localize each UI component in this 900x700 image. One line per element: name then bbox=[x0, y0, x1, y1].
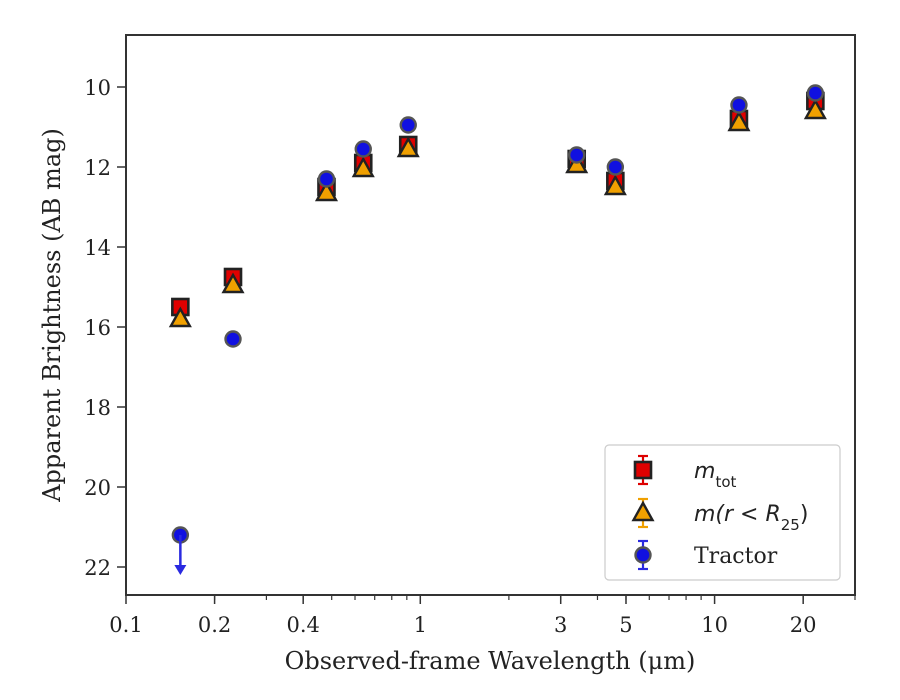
plot-frame bbox=[125, 34, 856, 596]
y-axis-label: Apparent Brightness (AB mag) bbox=[38, 128, 66, 503]
tractor-point bbox=[806, 84, 825, 102]
legend-marker bbox=[631, 500, 655, 522]
mr25-point bbox=[803, 98, 827, 120]
x-tick-label: 0.1 bbox=[109, 613, 142, 637]
mr25-point bbox=[603, 174, 627, 196]
x-tick-label: 0.2 bbox=[198, 613, 231, 637]
legend-marker bbox=[633, 460, 653, 480]
tractor-point bbox=[730, 96, 748, 114]
tractor-point bbox=[224, 330, 242, 348]
y-tick-label: 10 bbox=[84, 76, 111, 100]
tractor-point bbox=[399, 116, 417, 134]
legend-box bbox=[604, 444, 841, 581]
x-tick-label: 1 bbox=[414, 613, 427, 637]
y-tick-label: 20 bbox=[84, 476, 111, 500]
legend-label: m(r < R25) bbox=[694, 502, 808, 534]
mr25-point bbox=[168, 306, 192, 328]
y-tick-label: 22 bbox=[84, 556, 111, 580]
y-tick-label: 14 bbox=[84, 236, 111, 260]
data-marks bbox=[168, 84, 827, 575]
mr25-point bbox=[351, 156, 375, 178]
legend-marker bbox=[634, 546, 652, 564]
axis-ticks: 0.1 0.2 0.4 1 3 5 10 20 10 12 14 16 18 20 22 bbox=[84, 76, 856, 637]
y-tick-label: 16 bbox=[84, 316, 111, 340]
tractor-point bbox=[606, 158, 625, 176]
legend-label: Tractor bbox=[694, 544, 778, 569]
tractor-point bbox=[317, 170, 336, 188]
tractor-point bbox=[568, 146, 586, 164]
upper-limit-arrowhead bbox=[174, 565, 187, 575]
x-axis-label: Observed-frame Wavelength (μm) bbox=[285, 647, 696, 675]
legend: mtot m(r < R25) Tractor bbox=[604, 444, 841, 581]
tractor-series bbox=[171, 84, 825, 575]
x-tick-label: 20 bbox=[790, 613, 817, 637]
x-tick-label: 0.4 bbox=[286, 613, 319, 637]
x-tick-label: 10 bbox=[701, 613, 728, 637]
x-tick-label: 5 bbox=[619, 613, 632, 637]
mr25-point bbox=[314, 180, 339, 202]
y-tick-label: 18 bbox=[84, 396, 111, 420]
legend-label: mtot bbox=[694, 459, 736, 491]
mr25-point bbox=[221, 272, 245, 294]
y-tick-label: 12 bbox=[84, 156, 111, 180]
mr25-point bbox=[396, 136, 420, 158]
mr25-point bbox=[727, 110, 751, 132]
x-tick-label: 3 bbox=[554, 613, 567, 637]
tractor-point bbox=[354, 140, 372, 158]
